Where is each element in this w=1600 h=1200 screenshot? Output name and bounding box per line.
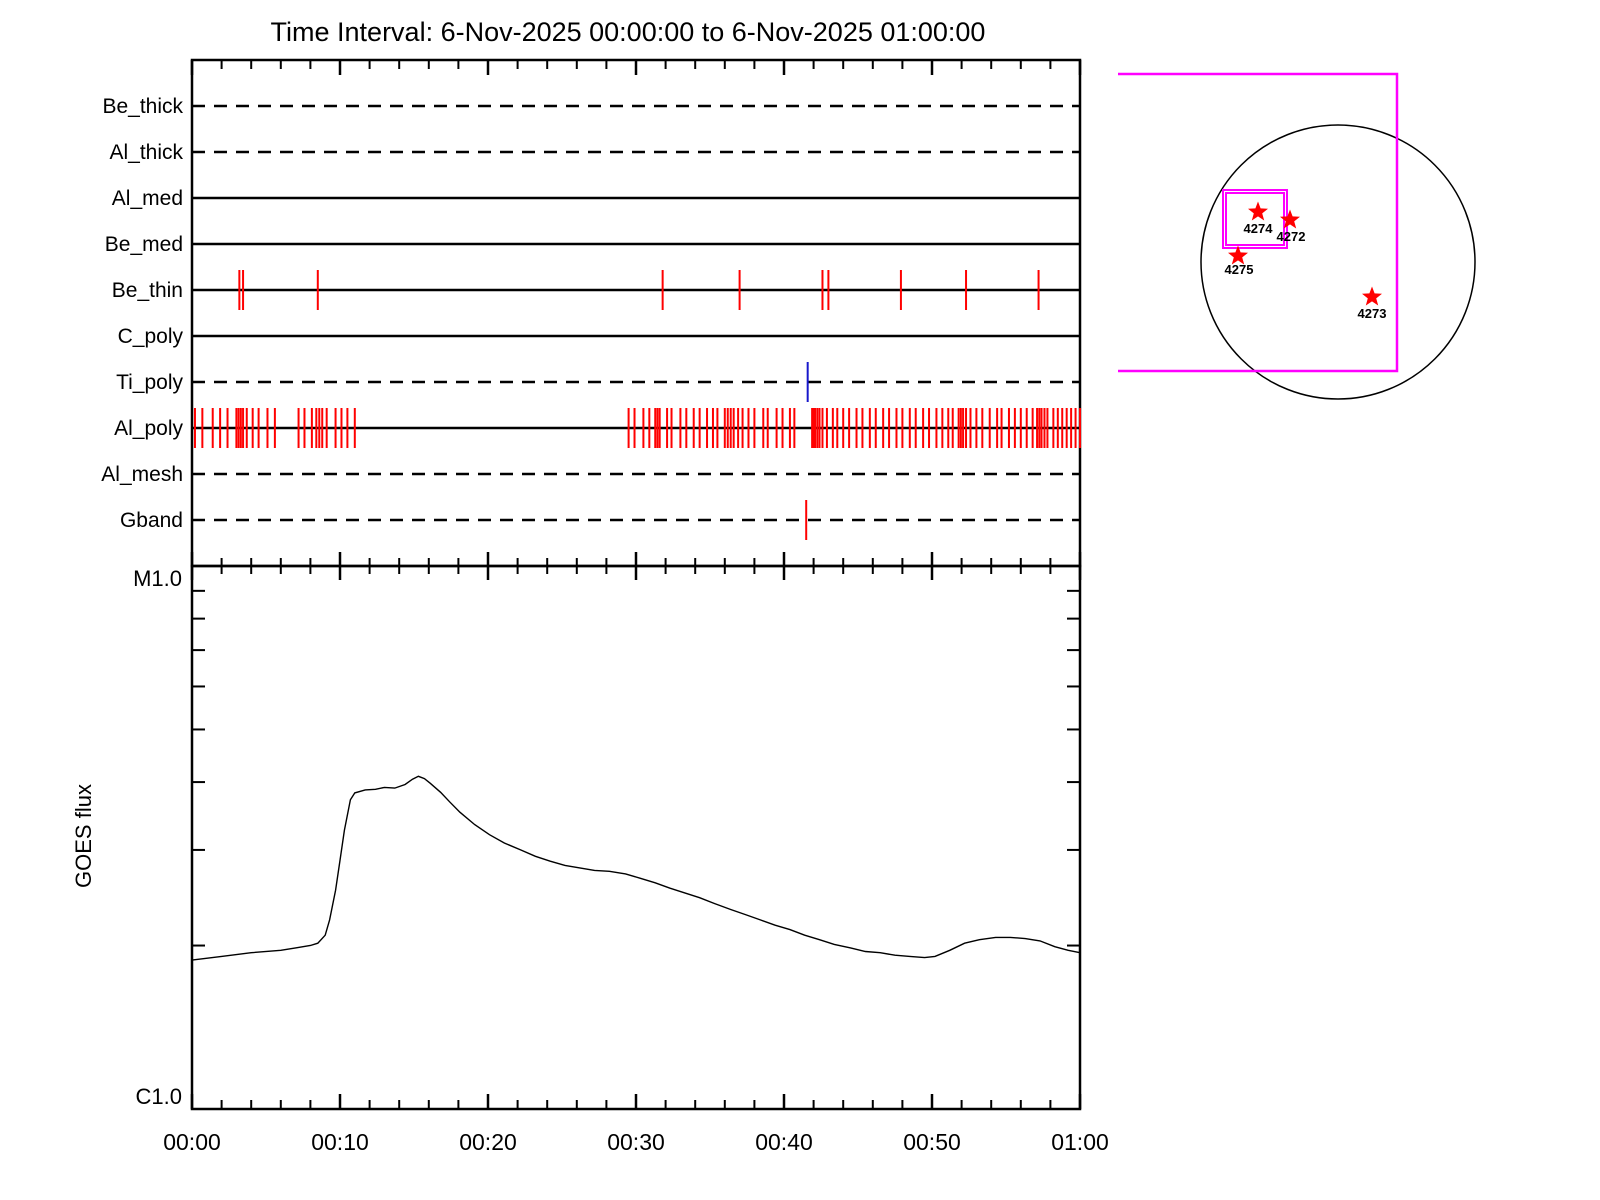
goes-yaxis-title: GOES flux [71, 784, 96, 888]
goes-flux-curve [191, 775, 1081, 961]
goes-ybottom-label: C1.0 [136, 1084, 182, 1109]
goes-flux-line [191, 775, 1081, 961]
x-tick-label: 00:10 [311, 1129, 369, 1155]
filter-row-label-Al_poly: Al_poly [114, 417, 183, 440]
goes-ytop-label: M1.0 [133, 566, 182, 591]
filter-row-label-Be_med: Be_med [105, 233, 183, 256]
active-region-label-4275: 4275 [1225, 262, 1254, 277]
target-box-inner [1225, 192, 1285, 246]
active-region-star-4273 [1362, 286, 1382, 306]
active-region-star-4272 [1280, 209, 1300, 229]
time-axis-labels: 00:00 00:10 00:20 00:30 00:40 00:50 01:00 [163, 1129, 1109, 1155]
x-tick-label: 00:30 [607, 1129, 665, 1155]
filter-row-label-C_poly: C_poly [118, 325, 184, 348]
x-tick-label: 00:20 [459, 1129, 517, 1155]
filter-row-label-Al_med: Al_med [112, 187, 183, 210]
figure-title: Time Interval: 6-Nov-2025 00:00:00 to 6-… [271, 17, 986, 47]
active-region-star-4275 [1228, 245, 1248, 265]
active-region-label-4272: 4272 [1277, 229, 1306, 244]
filter-panel-frame [190, 58, 1082, 568]
filter-rows: Be_thick Al_thick Al_med Be_med Be_thin C_pol… [101, 95, 1081, 540]
filter-row-label-Al_mesh: Al_mesh [101, 463, 183, 486]
x-tick-label: 01:00 [1051, 1129, 1109, 1155]
filter-row-label-Ti_poly: Ti_poly [116, 371, 183, 394]
time-axis-ticks [190, 60, 1082, 1109]
active-region-star-4274 [1248, 201, 1268, 221]
goes-panel-frame [190, 564, 1082, 1111]
active-region-label-4274: 4274 [1244, 221, 1274, 236]
solar-limb-circle [1200, 124, 1476, 400]
filter-row-label-Be_thick: Be_thick [102, 95, 183, 118]
x-tick-label: 00:50 [903, 1129, 961, 1155]
fov-box [1118, 72, 1399, 373]
filter-row-label-Gband: Gband [120, 509, 183, 532]
x-tick-label: 00:00 [163, 1129, 221, 1155]
goes-log-ticks [192, 589, 1080, 947]
active-region-label-4273: 4273 [1358, 306, 1387, 321]
filter-row-label-Al_thick: Al_thick [109, 141, 183, 164]
x-tick-label: 00:40 [755, 1129, 813, 1155]
filter-row-label-Be_thin: Be_thin [112, 279, 183, 302]
